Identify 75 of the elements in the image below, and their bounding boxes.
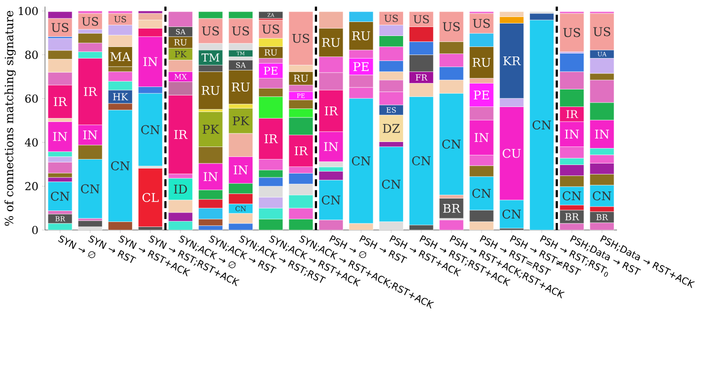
data-label: HK	[113, 93, 128, 100]
data-label: CN	[472, 188, 491, 198]
data-label: ID	[174, 184, 187, 194]
data-label: RU	[472, 58, 491, 67]
data-label: PK	[232, 116, 250, 126]
data-label: IN	[595, 130, 610, 139]
data-label: CN	[81, 184, 100, 194]
data-label: CN	[562, 191, 582, 200]
data-label: US	[82, 17, 98, 26]
data-label: CU	[502, 148, 521, 158]
data-label: US	[292, 34, 310, 43]
data-label: CN	[412, 156, 431, 166]
data-label: RU	[264, 49, 278, 56]
data-label: CN	[352, 156, 370, 166]
y-tick-label: 60	[25, 94, 38, 103]
data-label: IR	[294, 146, 308, 156]
data-label: PE	[474, 90, 489, 100]
data-label: RU	[352, 31, 370, 40]
data-label: US	[442, 22, 460, 32]
data-label: TM	[202, 54, 220, 62]
data-label: IN	[474, 133, 489, 142]
y-tick-label: 40	[24, 138, 38, 147]
data-label: CN	[50, 192, 70, 201]
data-label: PE	[353, 62, 369, 71]
y-tick-label: 80	[25, 50, 38, 59]
data-label: CL	[142, 192, 159, 202]
data-label: RU	[294, 74, 308, 82]
data-label: BR	[565, 213, 580, 220]
data-label: CN	[442, 140, 461, 149]
data-label: IR	[84, 87, 98, 96]
data-label: IR	[324, 106, 338, 116]
data-label: US	[593, 27, 610, 36]
data-label: IR	[264, 134, 278, 144]
data-label: IR	[566, 110, 578, 118]
data-label: DZ	[382, 124, 400, 133]
data-label: IN	[564, 130, 579, 139]
data-label: US	[232, 26, 249, 36]
data-label: RU	[232, 82, 250, 92]
data-label: CN	[592, 191, 612, 200]
data-label: PE	[264, 66, 278, 75]
data-label: US	[262, 24, 280, 34]
y-tick-label: 100	[18, 6, 38, 16]
data-label: IN	[53, 132, 68, 142]
data-label: US	[414, 15, 429, 24]
data-label: IN	[83, 130, 98, 140]
y-axis-title: % of connections matching signature	[4, 10, 16, 226]
data-label: CN	[111, 161, 130, 170]
data-label: US	[114, 16, 126, 22]
data-label: US	[202, 26, 219, 36]
data-label: US	[563, 28, 580, 38]
data-label: MA	[110, 52, 131, 61]
data-label: US	[51, 22, 68, 32]
data-label: PK	[174, 51, 187, 58]
data-label: IN	[234, 166, 248, 174]
data-label: US	[384, 14, 398, 22]
y-tick-label: 20	[25, 182, 38, 190]
data-label: IN	[324, 142, 338, 152]
data-label: IR	[54, 97, 68, 106]
data-label: CN	[532, 120, 552, 130]
data-label: RU	[202, 86, 220, 95]
data-label: RU	[174, 39, 187, 46]
data-label: CN	[322, 195, 340, 205]
data-label: BR	[443, 204, 461, 213]
data-label: CN	[502, 210, 521, 219]
data-label: IN	[204, 172, 218, 182]
data-label: RU	[322, 38, 340, 47]
data-label: FR	[416, 74, 428, 80]
y-tick-label: 0	[32, 226, 38, 234]
data-label: US	[472, 18, 490, 28]
data-label: KR	[503, 56, 521, 66]
data-label: IR	[174, 130, 188, 139]
data-label: CN	[141, 125, 160, 134]
data-label: PK	[202, 124, 220, 134]
data-label: IN	[143, 57, 158, 66]
data-label: CN	[382, 180, 400, 189]
